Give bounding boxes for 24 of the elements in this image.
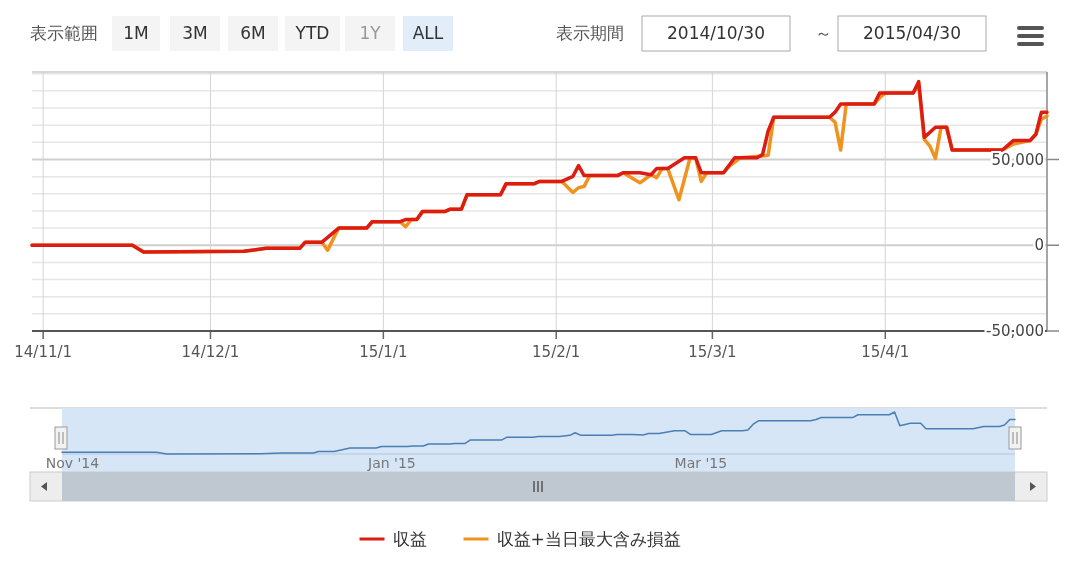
text: 1M xyxy=(123,23,149,43)
text: 3M xyxy=(182,23,208,43)
text: 2014/10/30 xyxy=(667,23,765,43)
legend-label: 収益 xyxy=(392,529,427,549)
legend-label: 収益+当日最大含み損益 xyxy=(496,529,681,549)
x-tick-label: Nov '14 xyxy=(45,455,100,471)
text: 2015/04/30 xyxy=(863,23,961,43)
x-tick-label: 15/3/1 xyxy=(688,343,737,361)
text: YTD xyxy=(294,23,330,43)
x-tick-label: 14/12/1 xyxy=(181,343,240,361)
x-tick-label: 15/2/1 xyxy=(532,343,581,361)
y-tick-label: 0 xyxy=(1034,236,1044,255)
text: 1Y xyxy=(359,23,382,43)
x-tick-label: Jan '15 xyxy=(367,455,416,471)
x-tick-label: 14/11/1 xyxy=(14,343,73,361)
text: ～ xyxy=(815,23,832,43)
text: 6M xyxy=(240,23,266,43)
y-tick-label: 50,000 xyxy=(991,150,1044,169)
text: ALL xyxy=(412,23,444,43)
text: 表示期間 xyxy=(556,23,624,43)
x-tick-label: 15/1/1 xyxy=(359,343,408,361)
text: 表示範囲 xyxy=(30,23,98,43)
x-tick-label: 15/4/1 xyxy=(861,343,910,361)
x-tick-label: Mar '15 xyxy=(674,455,728,471)
